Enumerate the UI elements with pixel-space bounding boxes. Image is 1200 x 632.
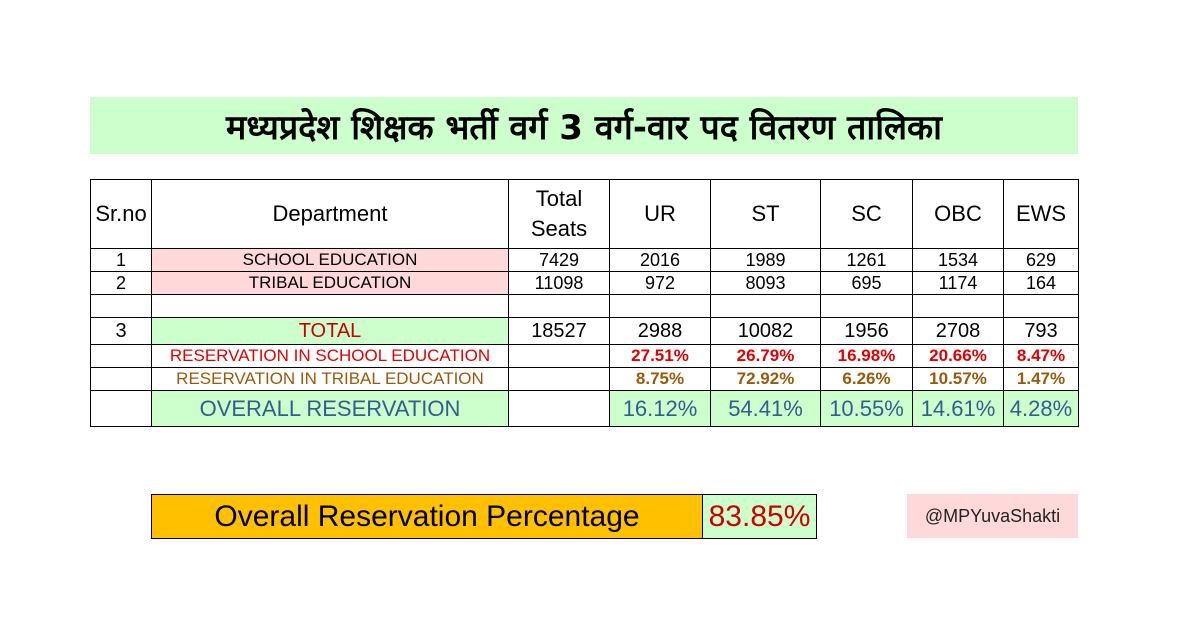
empty-cell xyxy=(508,367,610,391)
cell-sc: 695 xyxy=(820,271,913,295)
overall-percentage-label: Overall Reservation Percentage xyxy=(151,494,703,539)
cell-obc: 10.57% xyxy=(912,367,1004,391)
header-st: ST xyxy=(710,179,821,249)
empty-cell xyxy=(1003,294,1079,318)
cell-st: 10082 xyxy=(710,317,821,345)
cell-sc: 10.55% xyxy=(820,390,913,427)
empty-cell xyxy=(820,294,913,318)
table-header-row: Sr.no Department Total Seats UR ST SC OBC… xyxy=(90,179,1079,249)
overall-percentage-value: 83.85% xyxy=(702,494,817,539)
cell-obc: 1174 xyxy=(912,271,1004,295)
header-obc: OBC xyxy=(912,179,1004,249)
empty-cell xyxy=(508,344,610,368)
cell-ews: 1.47% xyxy=(1003,367,1079,391)
reservation-tribal-row: RESERVATION IN TRIBAL EDUCATION 8.75% 72… xyxy=(90,367,1079,391)
page-title: मध्यप्रदेश शिक्षक भर्ती वर्ग 3 वर्ग-वार … xyxy=(90,97,1078,154)
header-total-seats: Total Seats xyxy=(508,179,610,249)
total-row: 3 TOTAL 18527 2988 10082 1956 2708 793 xyxy=(90,317,1079,345)
cell-total: 18527 xyxy=(508,317,610,345)
empty-cell xyxy=(90,390,152,427)
header-ur: UR xyxy=(609,179,711,249)
empty-cell xyxy=(90,294,152,318)
empty-cell xyxy=(508,390,610,427)
empty-cell xyxy=(90,344,152,368)
empty-row xyxy=(90,294,1079,318)
cell-ews: 164 xyxy=(1003,271,1079,295)
header-ews: EWS xyxy=(1003,179,1079,249)
cell-ews: 4.28% xyxy=(1003,390,1079,427)
cell-st: 8093 xyxy=(710,271,821,295)
handle-text: @MPYuvaShakti xyxy=(924,505,1061,526)
cell-ur: 27.51% xyxy=(609,344,711,368)
title-text: मध्यप्रदेश शिक्षक भर्ती वर्ग 3 वर्ग-वार … xyxy=(226,107,942,148)
cell-department: SCHOOL EDUCATION xyxy=(151,248,509,272)
empty-cell xyxy=(912,294,1004,318)
cell-st: 1989 xyxy=(710,248,821,272)
total-label: TOTAL xyxy=(151,317,509,345)
cell-sc: 1956 xyxy=(820,317,913,345)
cell-total: 7429 xyxy=(508,248,610,272)
cell-sr: 2 xyxy=(90,271,152,295)
cell-st: 26.79% xyxy=(710,344,821,368)
cell-obc: 2708 xyxy=(912,317,1004,345)
overall-percentage-box: Overall Reservation Percentage 83.85% xyxy=(151,494,817,539)
header-total-line2: Seats xyxy=(530,216,588,241)
cell-sc: 1261 xyxy=(820,248,913,272)
empty-cell xyxy=(710,294,821,318)
cell-ur: 16.12% xyxy=(609,390,711,427)
reservation-school-label: RESERVATION IN SCHOOL EDUCATION xyxy=(151,344,509,368)
cell-ur: 972 xyxy=(609,271,711,295)
reservation-school-row: RESERVATION IN SCHOOL EDUCATION 27.51% 2… xyxy=(90,344,1079,368)
overall-reservation-label: OVERALL RESERVATION xyxy=(151,390,509,427)
cell-sc: 16.98% xyxy=(820,344,913,368)
cell-sr: 1 xyxy=(90,248,152,272)
empty-cell xyxy=(609,294,711,318)
header-sc: SC xyxy=(820,179,913,249)
cell-total: 11098 xyxy=(508,271,610,295)
overall-reservation-row: OVERALL RESERVATION 16.12% 54.41% 10.55%… xyxy=(90,390,1079,427)
cell-ur: 2016 xyxy=(609,248,711,272)
social-handle: @MPYuvaShakti xyxy=(907,494,1078,538)
header-srno: Sr.no xyxy=(90,179,152,249)
cell-st: 72.92% xyxy=(710,367,821,391)
cell-sc: 6.26% xyxy=(820,367,913,391)
empty-cell xyxy=(151,294,509,318)
empty-cell xyxy=(508,294,610,318)
empty-cell xyxy=(90,367,152,391)
cell-obc: 14.61% xyxy=(912,390,1004,427)
cell-st: 54.41% xyxy=(710,390,821,427)
cell-ews: 793 xyxy=(1003,317,1079,345)
cell-obc: 1534 xyxy=(912,248,1004,272)
cell-ews: 8.47% xyxy=(1003,344,1079,368)
cell-department: TRIBAL EDUCATION xyxy=(151,271,509,295)
reservation-tribal-label: RESERVATION IN TRIBAL EDUCATION xyxy=(151,367,509,391)
cell-sr: 3 xyxy=(90,317,152,345)
header-total-line1: Total xyxy=(535,186,583,211)
cell-ur: 2988 xyxy=(609,317,711,345)
table-row: 1 SCHOOL EDUCATION 7429 2016 1989 1261 1… xyxy=(90,248,1079,272)
cell-ews: 629 xyxy=(1003,248,1079,272)
header-department: Department xyxy=(151,179,509,249)
table-row: 2 TRIBAL EDUCATION 11098 972 8093 695 11… xyxy=(90,271,1079,295)
cell-obc: 20.66% xyxy=(912,344,1004,368)
cell-ur: 8.75% xyxy=(609,367,711,391)
seat-distribution-table: Sr.no Department Total Seats UR ST SC OBC… xyxy=(90,179,1079,427)
